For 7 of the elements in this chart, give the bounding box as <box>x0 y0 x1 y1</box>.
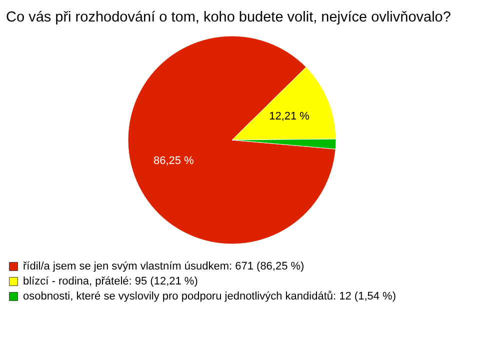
legend-label: řídil/a jsem se jen svým vlastním úsudkem: 671 (86,25 %) <box>23 260 304 272</box>
data-label: 12,21 % <box>269 110 310 122</box>
legend-label: blízcí - rodina, přátelé: 95 (12,21 %) <box>23 276 198 288</box>
data-label: 86,25 % <box>153 154 194 167</box>
legend-label: osobnosti, které se vyslovily pro podporu jednotlivých kandidátů: 12 (1,54 %) <box>23 290 396 302</box>
chart-title: Co vás při rozhodování o tom, koho budete volit, nejvíce ovlivňovalo? <box>6 10 451 26</box>
pie-slice <box>128 36 336 244</box>
